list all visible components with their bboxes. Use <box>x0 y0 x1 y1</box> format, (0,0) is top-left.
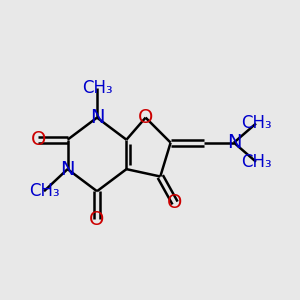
Text: N: N <box>227 133 241 152</box>
Text: CH₃: CH₃ <box>241 153 271 171</box>
Text: CH₃: CH₃ <box>29 182 59 200</box>
Text: O: O <box>138 108 153 127</box>
Text: CH₃: CH₃ <box>82 79 112 97</box>
Text: O: O <box>89 210 105 229</box>
Text: O: O <box>30 130 46 149</box>
Text: CH₃: CH₃ <box>241 115 271 133</box>
Text: N: N <box>60 160 75 178</box>
Text: N: N <box>90 108 104 127</box>
Text: O: O <box>167 194 183 212</box>
